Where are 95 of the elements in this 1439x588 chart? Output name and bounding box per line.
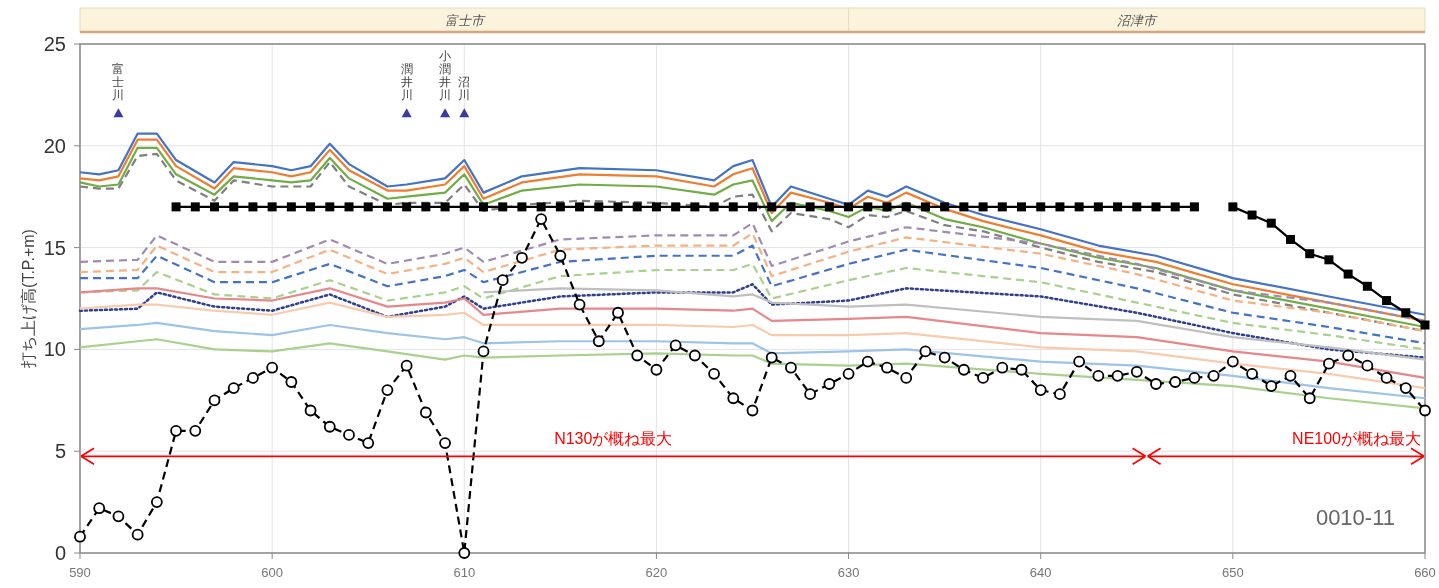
x-tick-label: 610 xyxy=(453,565,476,580)
point xyxy=(171,202,181,212)
point xyxy=(940,202,950,212)
point xyxy=(459,202,469,212)
point xyxy=(190,202,200,212)
point xyxy=(402,202,412,212)
annotation: NE100が概ね最大 xyxy=(1292,430,1421,448)
point xyxy=(1113,202,1123,212)
point xyxy=(1266,218,1276,228)
point xyxy=(229,202,239,212)
point xyxy=(805,202,815,212)
x-tick-label: 590 xyxy=(69,565,91,580)
point xyxy=(575,202,585,212)
point xyxy=(1055,202,1065,212)
point xyxy=(959,202,969,212)
annotation: 0010-11 xyxy=(1315,505,1395,530)
annotation: 小潤井川 xyxy=(439,49,452,103)
y-tick-label: 25 xyxy=(43,33,66,55)
y-axis-title: 打ち上げ高(T.P.+m) xyxy=(20,229,37,369)
point xyxy=(325,202,335,212)
y-tick-label: 0 xyxy=(54,542,66,564)
point xyxy=(824,202,834,212)
point xyxy=(382,202,392,212)
point xyxy=(479,202,488,212)
point xyxy=(1324,255,1334,265)
line-series xyxy=(78,244,1427,345)
point xyxy=(748,202,757,212)
point xyxy=(344,202,354,212)
point xyxy=(248,202,258,212)
point xyxy=(421,202,431,212)
x-tick-label: 620 xyxy=(645,565,668,580)
line-series xyxy=(78,283,1427,359)
x-tick-label: 630 xyxy=(837,565,860,580)
point xyxy=(594,202,604,212)
point xyxy=(1362,281,1372,291)
point xyxy=(844,202,854,212)
point xyxy=(651,202,661,212)
point xyxy=(690,202,700,212)
line-series xyxy=(78,301,1427,390)
point xyxy=(1189,202,1199,212)
annotation: 沼川 xyxy=(458,75,471,103)
point xyxy=(555,202,565,212)
point xyxy=(901,202,911,212)
point xyxy=(671,202,681,212)
point xyxy=(920,202,930,212)
point xyxy=(882,202,892,212)
point xyxy=(517,202,527,212)
y-tick-label: 20 xyxy=(43,134,66,157)
line-series xyxy=(78,287,1427,379)
line-series xyxy=(482,287,1427,361)
point xyxy=(1247,210,1257,220)
point xyxy=(1420,320,1430,330)
x-tick-label: 660 xyxy=(1414,565,1436,580)
point xyxy=(363,202,373,212)
x-tick-label: 600 xyxy=(261,565,283,580)
point xyxy=(997,202,1007,212)
point xyxy=(286,202,296,212)
point xyxy=(1401,308,1411,318)
point xyxy=(1382,296,1392,306)
point xyxy=(267,202,277,212)
point xyxy=(632,202,642,212)
point xyxy=(1036,202,1046,212)
annotation: 富士川 xyxy=(112,62,125,103)
point xyxy=(767,202,777,212)
point xyxy=(1228,202,1238,212)
point xyxy=(306,202,316,212)
point xyxy=(1343,269,1353,279)
text: 沼津市 xyxy=(1117,13,1159,28)
point xyxy=(498,202,508,212)
point xyxy=(1017,202,1026,212)
y-tick-label: 10 xyxy=(43,338,66,361)
point xyxy=(1170,202,1180,212)
point xyxy=(728,202,738,212)
y-tick-label: 5 xyxy=(54,440,66,463)
point xyxy=(709,202,719,212)
point xyxy=(1074,202,1084,212)
annotation: N130が概ね最大 xyxy=(554,430,673,448)
text: 富士市 xyxy=(444,13,486,28)
point xyxy=(440,202,450,212)
point xyxy=(536,202,546,212)
x-tick-label: 640 xyxy=(1029,565,1052,580)
x-tick-label: 650 xyxy=(1222,565,1244,580)
point xyxy=(210,202,219,212)
annotation: 潤井川 xyxy=(400,62,413,103)
y-tick-label: 15 xyxy=(43,236,66,259)
point xyxy=(613,202,623,212)
point xyxy=(1286,234,1295,244)
point xyxy=(786,202,796,212)
point xyxy=(978,202,988,212)
line-series xyxy=(78,321,1427,400)
point xyxy=(1305,249,1315,259)
point xyxy=(1132,202,1142,212)
point xyxy=(863,202,873,212)
point xyxy=(1151,202,1161,212)
point xyxy=(1093,202,1103,212)
